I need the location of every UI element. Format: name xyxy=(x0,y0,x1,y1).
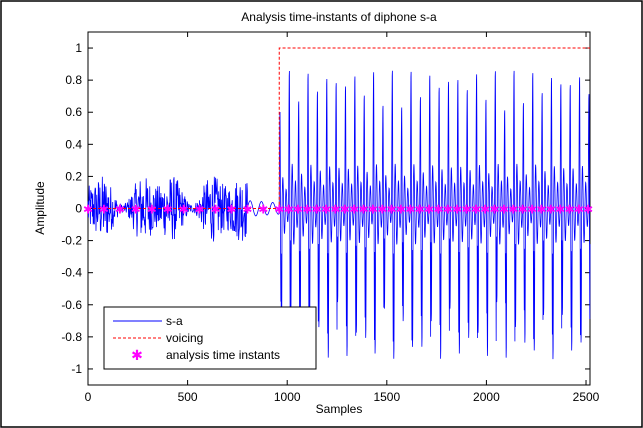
y-axis-label: Amplitude xyxy=(33,181,47,235)
series-line-voicing xyxy=(88,47,590,209)
instant-marker: ✱ xyxy=(527,203,537,217)
x-tick-label: 1500 xyxy=(373,390,400,404)
series-line-s-a xyxy=(87,70,591,360)
x-tick-label: 0 xyxy=(85,390,92,404)
instant-marker: ✱ xyxy=(163,203,173,217)
instant-marker: ✱ xyxy=(179,203,189,217)
instant-marker: ✱ xyxy=(115,203,125,217)
x-tick-label: 1000 xyxy=(274,390,301,404)
instant-marker: ✱ xyxy=(293,203,303,217)
instant-marker: ✱ xyxy=(396,203,406,217)
instant-marker: ✱ xyxy=(480,203,490,217)
instant-marker: ✱ xyxy=(471,203,481,217)
legend-label-instants: analysis time instants xyxy=(166,348,280,362)
y-tick-label: 0.8 xyxy=(65,73,82,87)
instant-marker: ✱ xyxy=(555,203,565,217)
legend-swatch-instants: ✱ xyxy=(131,347,143,363)
y-tick-label: -0.8 xyxy=(61,330,82,344)
instant-marker: ✱ xyxy=(312,203,322,217)
instant-marker: ✱ xyxy=(583,203,593,217)
instant-marker: ✱ xyxy=(340,203,350,217)
instant-marker: ✱ xyxy=(452,203,462,217)
instant-marker: ✱ xyxy=(377,203,387,217)
instant-marker: ✱ xyxy=(258,203,268,217)
instant-marker: ✱ xyxy=(210,203,220,217)
instant-marker: ✱ xyxy=(546,203,556,217)
instant-marker: ✱ xyxy=(415,203,425,217)
instant-marker: ✱ xyxy=(302,203,312,217)
instant-marker: ✱ xyxy=(83,203,93,217)
y-tick-label: -0.4 xyxy=(61,266,82,280)
instant-marker: ✱ xyxy=(518,203,528,217)
instant-marker: ✱ xyxy=(536,203,546,217)
instant-marker: ✱ xyxy=(274,203,284,217)
legend: s-a voicing ✱ analysis time instants xyxy=(103,306,317,370)
y-tick-label: -0.6 xyxy=(61,298,82,312)
instant-marker: ✱ xyxy=(358,203,368,217)
instant-marker: ✱ xyxy=(387,203,397,217)
x-axis-label: Samples xyxy=(316,402,363,416)
y-tick-label: 0.6 xyxy=(65,105,82,119)
instant-marker: ✱ xyxy=(330,203,340,217)
instant-marker: ✱ xyxy=(321,203,331,217)
instant-marker: ✱ xyxy=(443,203,453,217)
instant-marker: ✱ xyxy=(405,203,415,217)
y-tick-label: 1 xyxy=(75,41,82,55)
instant-marker: ✱ xyxy=(147,203,157,217)
instant-marker: ✱ xyxy=(564,203,574,217)
instant-marker: ✱ xyxy=(226,203,236,217)
instant-marker: ✱ xyxy=(499,203,509,217)
y-tick-label: 0.2 xyxy=(65,169,82,183)
legend-label-voicing: voicing xyxy=(166,331,203,345)
instant-marker: ✱ xyxy=(461,203,471,217)
instant-marker: ✱ xyxy=(284,203,294,217)
x-tick-label: 2000 xyxy=(473,390,500,404)
instant-marker: ✱ xyxy=(99,203,109,217)
series-layer: ✱ ✱ ✱ ✱ ✱ ✱ ✱ ✱ ✱ ✱ ✱ ✱ ✱ ✱ ✱ ✱ ✱ ✱ ✱ ✱ ✱ ✱ ✱ ✱ ✱ ✱ ✱ ✱ ✱ ✱ ✱ ✱ ✱ ✱ ✱ ✱ ✱ ✱ ✱ ✱… xyxy=(83,47,593,360)
instant-marker: ✱ xyxy=(424,203,434,217)
instant-marker: ✱ xyxy=(131,203,141,217)
x-tick-label: 2500 xyxy=(573,390,600,404)
instant-marker: ✱ xyxy=(242,203,252,217)
chart-title: Analysis time-instants of diphone s-a xyxy=(241,10,437,24)
y-axis: 1 0.8 0.6 0.4 0.2 0 -0.2 -0.4 -0.6 -0.8 -1 xyxy=(61,41,590,376)
instant-marker: ✱ xyxy=(368,203,378,217)
legend-label-s-a: s-a xyxy=(166,314,183,328)
instant-marker: ✱ xyxy=(490,203,500,217)
y-tick-label: 0 xyxy=(75,202,82,216)
x-tick-label: 500 xyxy=(178,390,198,404)
x-axis: 0 500 1000 1500 2000 2500 xyxy=(85,32,600,404)
instant-marker: ✱ xyxy=(574,203,584,217)
instant-marker: ✱ xyxy=(195,203,205,217)
instant-marker: ✱ xyxy=(433,203,443,217)
y-tick-label: 0.4 xyxy=(65,137,82,151)
y-tick-label: -1 xyxy=(71,362,82,376)
y-tick-label: -0.2 xyxy=(61,234,82,248)
instant-marker: ✱ xyxy=(508,203,518,217)
instant-marker: ✱ xyxy=(349,203,359,217)
